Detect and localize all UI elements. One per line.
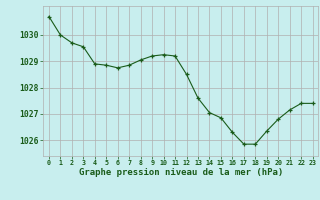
X-axis label: Graphe pression niveau de la mer (hPa): Graphe pression niveau de la mer (hPa) bbox=[79, 168, 283, 177]
